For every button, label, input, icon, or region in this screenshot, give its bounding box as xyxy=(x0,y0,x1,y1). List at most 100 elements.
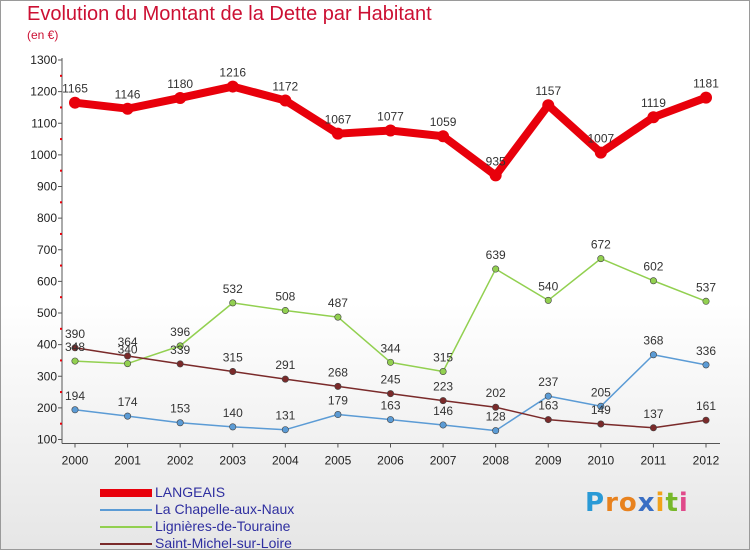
data-point xyxy=(544,416,552,424)
data-label: 245 xyxy=(380,373,400,387)
legend-label: La Chapelle-aux-Naux xyxy=(155,501,295,517)
data-label: 1157 xyxy=(535,84,561,98)
data-label: 1172 xyxy=(272,79,298,93)
data-label: 163 xyxy=(538,399,558,413)
y-minor-tick xyxy=(60,422,62,425)
legend-label: Lignières-de-Touraine xyxy=(155,518,291,534)
data-point xyxy=(544,392,552,400)
y-minor-tick xyxy=(60,359,62,362)
data-label: 161 xyxy=(696,399,716,413)
data-point xyxy=(334,411,342,419)
y-tick-label: 1000 xyxy=(30,148,57,162)
data-point xyxy=(492,265,500,273)
data-label: 487 xyxy=(328,296,348,310)
chart-axes: 100 200 300 400 500 600 700 800 900 1000 1100 1200 1… xyxy=(30,53,720,468)
data-point xyxy=(331,127,344,140)
data-label: 291 xyxy=(275,358,295,372)
x-tick-label: 2006 xyxy=(377,454,404,468)
data-label: 935 xyxy=(486,154,506,168)
y-minor-tick xyxy=(60,327,62,330)
data-label: 163 xyxy=(380,399,400,413)
y-minor-tick xyxy=(60,138,62,141)
x-tick-label: 2003 xyxy=(219,454,246,468)
logo-letter: x xyxy=(637,488,656,518)
data-point xyxy=(281,426,289,434)
data-point xyxy=(649,277,657,285)
y-minor-tick xyxy=(60,106,62,109)
data-point xyxy=(597,402,605,410)
chart-plot-area xyxy=(69,80,712,435)
legend-label: Saint-Michel-sur-Loire xyxy=(155,535,292,551)
data-point xyxy=(489,169,502,182)
x-tick-label: 2002 xyxy=(167,454,194,468)
data-point xyxy=(174,91,187,104)
data-point xyxy=(702,297,710,305)
legend-label: LANGEAIS xyxy=(155,484,226,500)
data-label: 140 xyxy=(223,406,243,420)
y-tick-label: 600 xyxy=(37,274,57,288)
chart-subtitle: (en €) xyxy=(27,28,59,42)
data-point xyxy=(334,313,342,321)
data-point xyxy=(176,342,184,350)
data-label: 1180 xyxy=(167,77,193,91)
data-point xyxy=(492,403,500,411)
data-label: 237 xyxy=(538,375,558,389)
data-label: 1077 xyxy=(377,110,404,124)
data-point xyxy=(71,344,79,352)
data-point xyxy=(176,419,184,427)
data-point xyxy=(439,421,447,429)
data-label: 1216 xyxy=(219,66,246,80)
data-point xyxy=(700,91,712,104)
data-point xyxy=(649,424,657,432)
data-label: 194 xyxy=(65,389,85,403)
data-label: 340 xyxy=(118,343,138,357)
data-label: 602 xyxy=(643,260,663,274)
data-point xyxy=(386,358,394,366)
x-tick-label: 2004 xyxy=(272,454,299,468)
legend-swatch xyxy=(100,543,152,545)
y-minor-tick xyxy=(60,232,62,235)
legend-swatch xyxy=(100,526,152,528)
data-label: 336 xyxy=(696,344,716,358)
data-point xyxy=(492,427,500,435)
data-label: 344 xyxy=(380,341,400,355)
data-point xyxy=(281,306,289,314)
data-point xyxy=(702,361,710,369)
data-point xyxy=(121,102,134,115)
y-tick-label: 700 xyxy=(37,243,57,257)
data-label: 364 xyxy=(118,335,138,349)
data-label: 179 xyxy=(328,394,348,408)
x-tick-label: 2007 xyxy=(430,454,457,468)
data-point xyxy=(384,124,397,137)
data-point xyxy=(386,390,394,398)
chart-title: Evolution du Montant de la Dette par Hab… xyxy=(27,3,432,25)
data-label: 537 xyxy=(696,280,716,294)
legend-swatch xyxy=(100,509,152,511)
data-point xyxy=(597,420,605,428)
data-label: 1165 xyxy=(62,82,88,96)
data-point xyxy=(544,296,552,304)
data-label: 149 xyxy=(591,403,611,417)
y-tick-label: 400 xyxy=(37,338,57,352)
data-label: 202 xyxy=(486,386,506,400)
y-tick-label: 1300 xyxy=(30,53,57,67)
data-label: 1119 xyxy=(641,96,666,110)
data-point xyxy=(649,351,657,359)
y-tick-label: 300 xyxy=(37,369,57,383)
data-label: 672 xyxy=(591,238,611,252)
y-minor-tick xyxy=(60,391,62,394)
data-label: 1007 xyxy=(587,132,614,146)
data-point xyxy=(226,80,239,93)
data-label: 128 xyxy=(486,410,506,424)
y-tick-label: 900 xyxy=(37,180,57,194)
data-point xyxy=(439,368,447,376)
y-minor-tick xyxy=(60,296,62,299)
x-tick-label: 2005 xyxy=(325,454,352,468)
data-label: 368 xyxy=(643,334,663,348)
data-label: 390 xyxy=(65,327,85,341)
logo-letter: i xyxy=(678,488,689,518)
chart-data-labels: 1165 1146 1180 1216 1172 1067 1077 1059 935 1157 1… xyxy=(62,66,719,424)
data-label: 315 xyxy=(223,351,243,365)
data-label: 174 xyxy=(118,395,138,409)
